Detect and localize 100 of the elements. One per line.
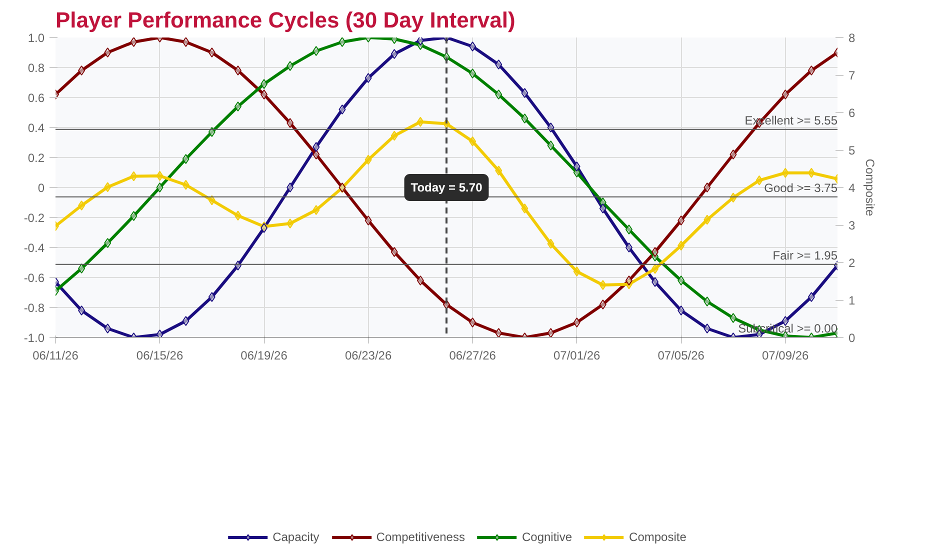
point — [312, 150, 320, 160]
point — [104, 238, 112, 248]
point — [521, 88, 528, 98]
point — [547, 328, 554, 338]
point — [495, 328, 502, 338]
point — [678, 240, 685, 251]
point — [678, 306, 685, 316]
point — [234, 210, 242, 221]
point — [495, 166, 502, 176]
y-tick-label: 0.4 — [28, 121, 45, 135]
point — [286, 61, 294, 71]
y-tick-label: -1.0 — [24, 331, 45, 345]
point — [469, 42, 476, 52]
point — [312, 205, 320, 215]
ref-line-label: Today = 5.70 — [410, 180, 483, 194]
point — [312, 142, 320, 152]
y-tick-label: 1.0 — [28, 31, 45, 45]
y-tick-label: 0 — [38, 181, 45, 195]
point — [104, 324, 112, 334]
point — [104, 48, 112, 58]
x-tick-label: 06/27/26 — [449, 348, 496, 362]
point — [182, 38, 190, 47]
point — [312, 46, 320, 56]
point — [704, 296, 711, 306]
point — [234, 102, 242, 112]
point — [652, 277, 659, 287]
point — [182, 316, 190, 326]
point — [78, 264, 86, 274]
line-series — [56, 38, 838, 338]
y2-tick-label: 6 — [848, 106, 856, 120]
point — [260, 90, 268, 100]
point — [782, 168, 789, 178]
point — [599, 300, 606, 310]
point — [390, 130, 398, 141]
point — [416, 276, 424, 286]
x-tick-label: 06/15/26 — [136, 348, 184, 362]
point — [469, 318, 476, 328]
y-tick-label: -0.6 — [24, 271, 45, 285]
point — [678, 216, 685, 226]
point — [625, 224, 632, 234]
point — [730, 313, 737, 323]
point — [678, 276, 685, 286]
point — [469, 68, 476, 78]
point — [704, 182, 711, 192]
point — [286, 218, 294, 228]
point — [130, 38, 138, 47]
y2-tick-label: 5 — [848, 144, 856, 158]
point — [182, 180, 190, 190]
point — [521, 114, 528, 124]
x-tick-label: 06/11/26 — [32, 348, 79, 362]
y-tick-label: 0.6 — [28, 91, 45, 105]
x-tick-label: 07/01/26 — [553, 348, 601, 362]
point — [416, 116, 424, 127]
point — [364, 216, 372, 226]
y-tick-label: 0.2 — [28, 151, 45, 165]
point — [599, 280, 606, 290]
point — [78, 306, 86, 316]
point — [625, 242, 632, 252]
legend-label: Cognitive — [522, 529, 572, 546]
point — [234, 66, 242, 76]
point — [652, 264, 659, 274]
chart-title: Player Performance Cycles (30 Day Interval) — [56, 8, 516, 32]
point — [208, 127, 216, 137]
point — [573, 318, 580, 328]
y2-tick-label: 4 — [848, 181, 856, 195]
point — [599, 204, 606, 214]
point — [156, 182, 164, 192]
point — [208, 195, 216, 206]
point — [130, 171, 138, 182]
point — [756, 175, 763, 186]
legend-label: Competitiveness — [376, 529, 465, 546]
point — [338, 38, 346, 47]
point — [808, 66, 815, 76]
y-tick-label: -0.8 — [24, 301, 45, 315]
point — [130, 211, 138, 221]
ref-line-label: Fair >= 1.95 — [772, 248, 838, 262]
point — [808, 292, 815, 302]
point — [573, 266, 580, 276]
point — [390, 247, 398, 257]
legend-label: Composite — [629, 529, 686, 546]
x-tick-label: 06/19/26 — [240, 348, 288, 362]
point — [416, 38, 424, 46]
point — [495, 60, 502, 70]
point — [469, 136, 476, 146]
point — [521, 204, 528, 214]
point — [338, 104, 346, 114]
legend-label: Capacity — [272, 529, 320, 546]
y2-tick-label: 8 — [848, 31, 856, 45]
x-tick-label: 06/23/26 — [344, 348, 392, 362]
point — [364, 154, 372, 165]
point — [156, 330, 164, 338]
ref-line-label: Good >= 3.75 — [764, 180, 838, 195]
point — [652, 247, 659, 257]
point — [364, 73, 372, 83]
x-tick-label: 07/05/26 — [658, 348, 705, 362]
x-tick-label: 07/09/26 — [762, 348, 810, 362]
y-tick-label: -0.2 — [24, 211, 45, 225]
point — [208, 292, 216, 302]
point — [286, 182, 294, 192]
y-tick-label: -0.4 — [24, 241, 45, 255]
